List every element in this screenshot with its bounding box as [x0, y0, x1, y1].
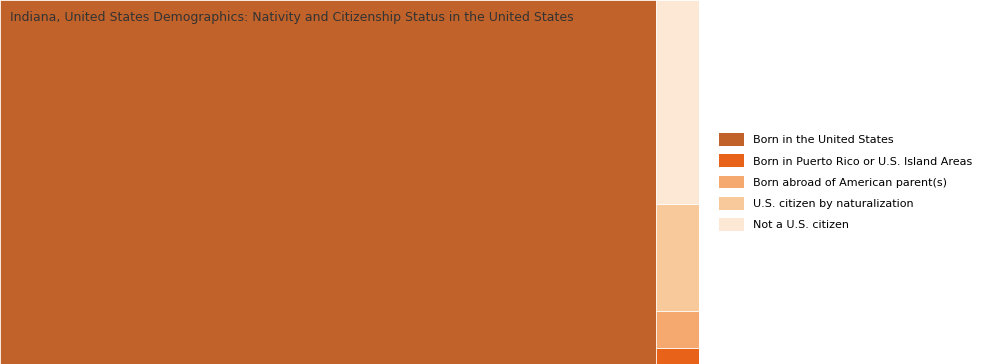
Legend: Born in the United States, Born in Puerto Rico or U.S. Island Areas, Born abroad: Born in the United States, Born in Puert…: [719, 133, 972, 231]
Bar: [656, 311, 699, 348]
Bar: [656, 348, 699, 364]
Text: Indiana, United States Demographics: Nativity and Citizenship Status in the Unit: Indiana, United States Demographics: Nat…: [10, 11, 573, 24]
Bar: [656, 0, 699, 205]
Bar: [656, 205, 699, 311]
